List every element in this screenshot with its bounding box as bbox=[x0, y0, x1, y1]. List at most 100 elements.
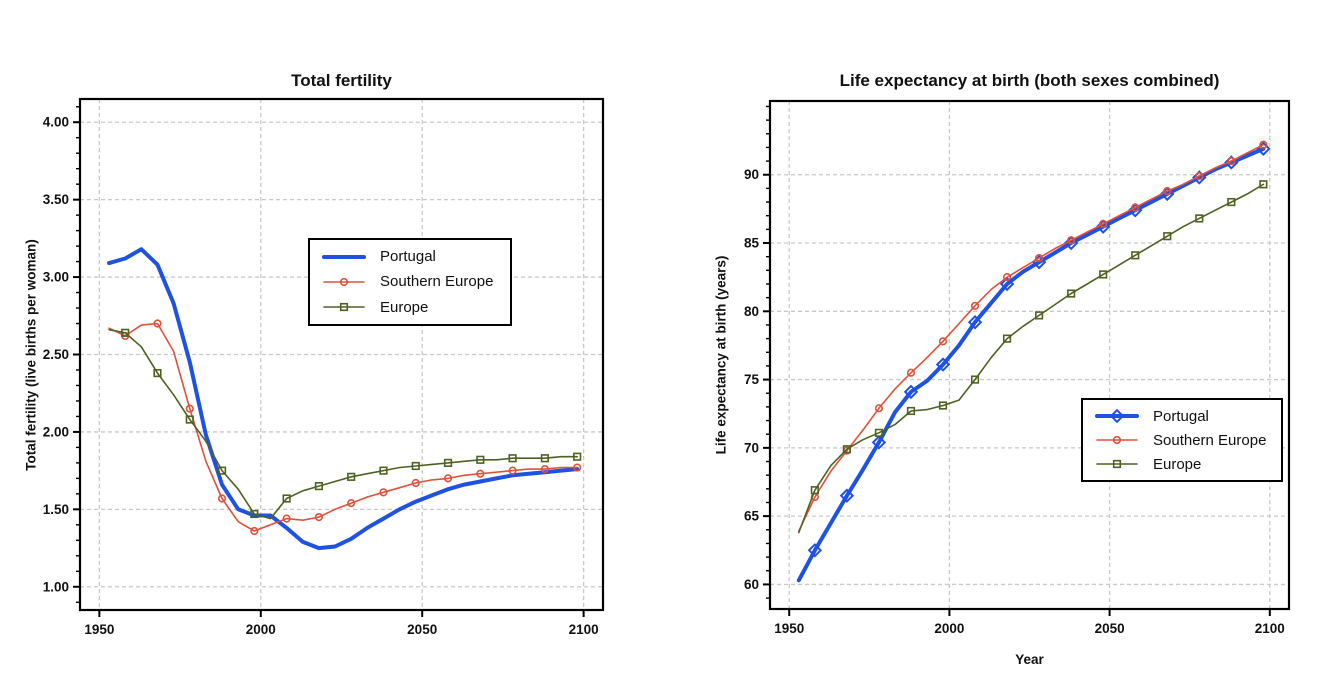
series-marker-southern-europe bbox=[217, 494, 227, 503]
y-tick-label: 60 bbox=[744, 577, 759, 592]
y-tick-label: 3.50 bbox=[43, 192, 69, 207]
series-marker-southern-europe bbox=[153, 319, 162, 328]
series-marker-southern-europe bbox=[185, 404, 194, 413]
series-marker-europe bbox=[810, 486, 819, 495]
series-line-europe bbox=[108, 328, 579, 520]
series-marker-europe bbox=[540, 454, 549, 463]
life-expectancy-y-axis-label: Life expectancy at birth (years) bbox=[713, 255, 729, 455]
series-marker-southern-europe bbox=[540, 464, 549, 474]
y-tick-label: 2.00 bbox=[43, 424, 69, 439]
plot-border bbox=[768, 99, 1291, 611]
y-tick-label: 1.00 bbox=[43, 579, 69, 594]
x-tick-label: 2100 bbox=[1255, 621, 1285, 636]
plot-border bbox=[78, 97, 605, 612]
series-marker-southern-europe bbox=[874, 404, 884, 413]
series-marker-europe bbox=[1259, 180, 1268, 189]
x-tick-label: 2050 bbox=[407, 622, 437, 637]
series-marker-europe bbox=[347, 472, 356, 481]
series-marker-southern-europe bbox=[1099, 219, 1108, 229]
legend-label-europe: Europe bbox=[380, 298, 429, 316]
legend-label-portugal: Portugal bbox=[1153, 407, 1209, 425]
series-line-southern-europe bbox=[108, 322, 579, 532]
series-marker-europe bbox=[1099, 270, 1108, 279]
series-marker-europe bbox=[573, 452, 582, 461]
series-marker-europe bbox=[1163, 232, 1172, 241]
series-marker-europe bbox=[153, 368, 162, 378]
y-tick-label: 70 bbox=[744, 440, 759, 455]
x-tick-label: 1950 bbox=[774, 621, 804, 636]
legend-diamond-marker-icon bbox=[1109, 408, 1125, 424]
legend-label-europe: Europe bbox=[1153, 455, 1202, 473]
y-tick-label: 2.50 bbox=[43, 347, 69, 362]
fertility-legend: Portugal Southern Europe Europe bbox=[308, 238, 512, 326]
series-marker-southern-europe bbox=[411, 478, 420, 488]
y-tick-label: 4.00 bbox=[43, 115, 69, 130]
y-tick-label: 1.50 bbox=[43, 502, 69, 517]
x-tick-label: 2100 bbox=[569, 622, 599, 637]
series-marker-europe bbox=[217, 466, 227, 475]
legend-item-southern-europe: Southern Europe bbox=[322, 273, 502, 291]
series-marker-portugal bbox=[839, 488, 855, 503]
series-marker-portugal bbox=[999, 276, 1015, 292]
series-marker-southern-europe bbox=[1195, 172, 1204, 181]
series-marker-southern-europe bbox=[1067, 236, 1076, 245]
life-expectancy-legend: Portugal Southern Europe Europe bbox=[1081, 398, 1283, 482]
series-marker-southern-europe bbox=[443, 474, 453, 483]
fertility-chart-title: Total fertility bbox=[291, 71, 392, 90]
series-marker-europe bbox=[1067, 289, 1076, 298]
legend-item-europe: Europe bbox=[1095, 455, 1273, 473]
series-marker-europe bbox=[282, 494, 291, 503]
series-marker-southern-europe bbox=[314, 512, 324, 522]
life-expectancy-chart-title: Life expectancy at birth (both sexes com… bbox=[839, 71, 1220, 90]
series-marker-europe bbox=[443, 458, 453, 467]
series-marker-europe bbox=[874, 428, 884, 437]
legend-square-marker-icon bbox=[1112, 459, 1122, 469]
legend-label-southern-europe: Southern Europe bbox=[380, 273, 494, 291]
series-marker-southern-europe bbox=[379, 488, 388, 497]
series-marker-europe bbox=[1195, 214, 1204, 223]
series-marker-europe bbox=[938, 401, 948, 410]
series-marker-europe bbox=[842, 445, 851, 454]
series-marker-europe bbox=[1002, 334, 1012, 343]
legend-line-sample-europe bbox=[323, 303, 365, 312]
y-tick-label: 65 bbox=[744, 509, 760, 524]
legend-circle-marker-icon bbox=[339, 277, 349, 287]
series-marker-southern-europe bbox=[938, 337, 948, 346]
series-marker-southern-europe bbox=[1035, 253, 1044, 263]
series-marker-europe bbox=[1227, 197, 1236, 207]
legend-line-sample-europe bbox=[1096, 459, 1138, 469]
series-marker-europe bbox=[121, 328, 130, 337]
series-marker-portugal bbox=[903, 384, 919, 400]
legend-circle-marker-icon bbox=[1112, 435, 1122, 445]
year-x-axis-label: Year bbox=[1015, 652, 1044, 667]
series-marker-europe bbox=[508, 454, 517, 463]
series-marker-southern-europe bbox=[250, 526, 259, 536]
legend-item-europe: Europe bbox=[322, 298, 502, 316]
y-tick-label: 90 bbox=[744, 167, 759, 182]
legend-line-sample-southern-europe bbox=[1096, 435, 1138, 445]
series-marker-southern-europe bbox=[282, 514, 291, 523]
x-tick-label: 2000 bbox=[934, 621, 964, 636]
series-marker-southern-europe bbox=[1259, 140, 1268, 149]
series-marker-europe bbox=[314, 482, 324, 491]
series-marker-europe bbox=[1035, 311, 1044, 320]
series-line-portugal bbox=[796, 146, 1266, 583]
series-marker-europe bbox=[250, 509, 259, 519]
legend-line-sample-portugal bbox=[1095, 408, 1139, 424]
series-line-portugal bbox=[107, 247, 580, 551]
series-marker-southern-europe bbox=[573, 463, 582, 472]
y-tick-label: 80 bbox=[744, 304, 759, 319]
series-marker-europe bbox=[379, 466, 388, 475]
legend-line-sample-portugal bbox=[322, 254, 366, 259]
legend-item-portugal: Portugal bbox=[1095, 407, 1273, 425]
series-marker-portugal bbox=[935, 357, 951, 372]
series-marker-southern-europe bbox=[970, 301, 980, 310]
legend-square-marker-icon bbox=[339, 303, 349, 312]
legend-label-southern-europe: Southern Europe bbox=[1153, 431, 1267, 449]
series-marker-europe bbox=[185, 415, 194, 424]
y-tick-label: 85 bbox=[744, 236, 760, 251]
series-marker-southern-europe bbox=[906, 368, 916, 377]
legend-item-southern-europe: Southern Europe bbox=[1095, 431, 1273, 449]
legend-item-portugal: Portugal bbox=[322, 248, 502, 266]
